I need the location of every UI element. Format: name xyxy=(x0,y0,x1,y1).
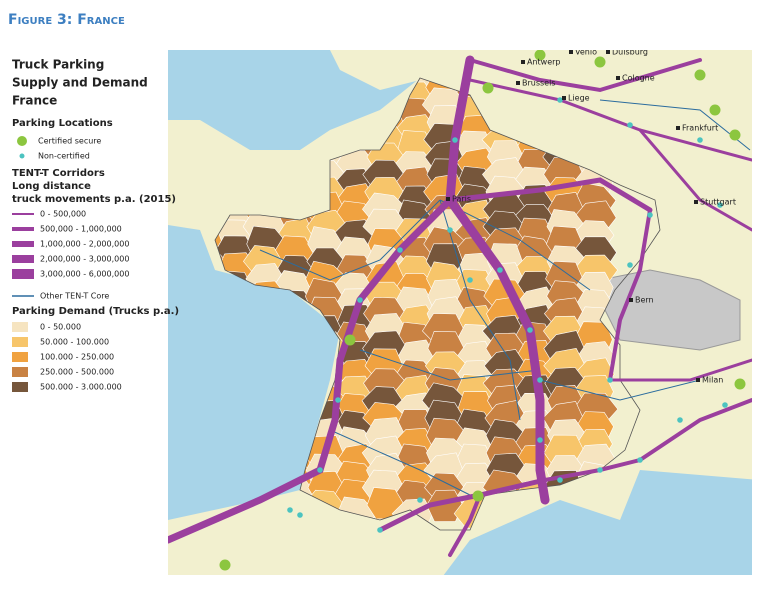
legend-heading: Parking Demand (Trucks p.a.) xyxy=(12,306,179,317)
england xyxy=(330,50,430,90)
switzerland xyxy=(599,269,741,351)
other-core-network xyxy=(259,99,751,501)
legend-swatch xyxy=(12,352,28,362)
city-label: Duisburg xyxy=(612,48,648,57)
non-certified-parking xyxy=(557,97,563,103)
non-certified-parking xyxy=(697,137,703,143)
non-certified-parking xyxy=(377,527,383,533)
legend-swatch xyxy=(12,322,28,332)
non-certified-parking xyxy=(557,477,563,483)
non-certified-parking xyxy=(397,247,403,253)
legend-swatch xyxy=(12,367,28,377)
legend-label: 50.000 - 100.000 xyxy=(40,338,109,347)
certified-parking xyxy=(482,82,494,94)
city-label: Brussels xyxy=(522,79,556,88)
city-marker xyxy=(696,378,700,382)
non-certified-parking xyxy=(317,467,323,473)
legend-symbol xyxy=(17,136,27,146)
map: Venlo Duisburg Antwerp Brussels Liege Cologne… xyxy=(168,48,752,575)
city-label: Frankfurt xyxy=(682,124,718,133)
non-certified-parking xyxy=(637,457,643,463)
non-certified-parking xyxy=(627,262,633,268)
legend-label: 0 - 50.000 xyxy=(40,323,81,332)
non-certified-parking xyxy=(527,327,533,333)
city-marker xyxy=(694,200,698,204)
city-marker xyxy=(569,50,573,54)
certified-parking xyxy=(344,334,356,346)
non-certified-parking xyxy=(647,212,653,218)
legend-heading: Parking Locations xyxy=(12,118,113,129)
figure-title: Figure 3: France xyxy=(8,12,125,28)
non-certified-parking xyxy=(677,417,683,423)
legend-label: 500.000 - 3.000.000 xyxy=(40,383,122,392)
city-labels: Venlo Duisburg Antwerp Brussels Liege Cologne… xyxy=(446,48,736,385)
city-marker xyxy=(616,76,620,80)
city-label: Antwerp xyxy=(527,58,561,67)
legend-swatch xyxy=(12,337,28,347)
non-certified-parking xyxy=(537,437,543,443)
non-certified-parking xyxy=(467,277,473,283)
legend-label: 500,000 - 1,000,000 xyxy=(40,225,122,234)
city-marker xyxy=(676,126,680,130)
legend-symbol xyxy=(19,153,25,159)
city-marker xyxy=(562,96,566,100)
non-certified-parking xyxy=(447,227,453,233)
non-certified-parking xyxy=(722,402,728,408)
city-label: Venlo xyxy=(575,48,597,57)
certified-parking xyxy=(709,104,721,116)
non-certified-parking xyxy=(537,377,543,383)
non-certified-parking xyxy=(357,297,363,303)
non-certified-parking xyxy=(597,467,603,473)
non-certified-parking xyxy=(287,507,293,513)
non-certified-parking xyxy=(717,202,723,208)
certified-parking xyxy=(472,490,484,502)
non-certified-parking xyxy=(627,122,633,128)
certified-parking xyxy=(734,378,746,390)
legend-label: 100.000 - 250.000 xyxy=(40,353,114,362)
legend-swatch xyxy=(12,382,28,392)
legend-label: Other TEN-T Core xyxy=(40,292,109,301)
certified-parking xyxy=(594,56,606,68)
non-certified-parking xyxy=(417,497,423,503)
city-label: Bern xyxy=(635,296,654,305)
certified-parking xyxy=(729,129,741,141)
legend-label: Certified secure xyxy=(38,137,101,146)
city-marker xyxy=(521,60,525,64)
city-label: Milan xyxy=(702,376,723,385)
city-marker xyxy=(446,197,450,201)
city-label: Liege xyxy=(568,94,590,103)
legend-label: Non-certified xyxy=(38,152,90,161)
legend-label: 3,000,000 - 6,000,000 xyxy=(40,270,129,279)
legend-heading: truck movements p.a. (2015) xyxy=(12,194,176,205)
parking-locations xyxy=(219,50,746,571)
legend-title: France xyxy=(12,94,57,108)
certified-parking xyxy=(219,559,231,571)
corridors xyxy=(168,55,752,557)
legend-heading: Long distance xyxy=(12,181,91,192)
non-certified-parking xyxy=(452,137,458,143)
legend-label: 0 - 500,000 xyxy=(40,210,86,219)
certified-parking xyxy=(534,50,546,61)
non-certified-parking xyxy=(335,397,341,403)
legend: Truck Parking Supply and Demand France Park… xyxy=(12,58,179,392)
legend-label: 1,000,000 - 2,000,000 xyxy=(40,240,129,249)
city-label: Stuttgart xyxy=(700,198,736,207)
legend-heading: TENT-T Corridors xyxy=(12,168,105,179)
city-label: Cologne xyxy=(622,74,655,83)
non-certified-parking xyxy=(497,267,503,273)
city-marker xyxy=(629,298,633,302)
certified-parking xyxy=(694,69,706,81)
city-label: Paris xyxy=(452,195,471,204)
legend-title: Supply and Demand xyxy=(12,76,148,90)
non-certified-parking xyxy=(297,512,303,518)
city-marker xyxy=(606,50,610,54)
legend-title: Truck Parking xyxy=(12,58,104,72)
non-certified-parking xyxy=(607,377,613,383)
legend-label: 2,000,000 - 3,000,000 xyxy=(40,255,129,264)
city-marker xyxy=(516,81,520,85)
legend-label: 250.000 - 500.000 xyxy=(40,368,114,377)
